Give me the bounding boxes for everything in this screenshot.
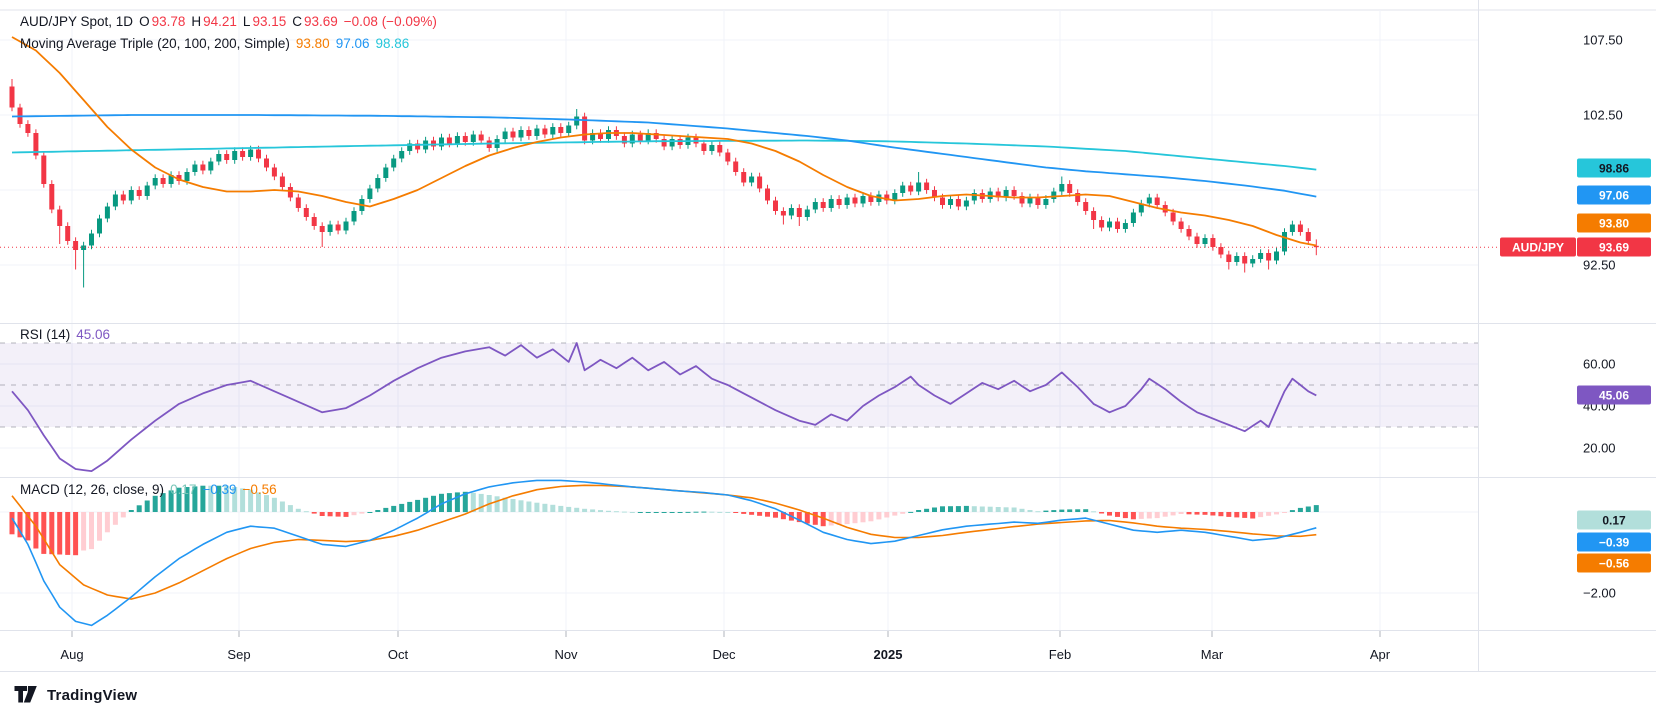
ma200-line xyxy=(11,139,1317,171)
macd-legend-part-1: 0.17 xyxy=(170,482,197,497)
symbol-legend-part-5: L xyxy=(242,14,251,29)
macd-value-badge: −0.39 xyxy=(1577,532,1651,552)
svg-text:93.69: 93.69 xyxy=(1599,241,1629,255)
svg-text:Apr: Apr xyxy=(1370,647,1391,662)
macd-legend-part-2: −0.39 xyxy=(202,482,237,497)
rsi-legend-part-1: 45.06 xyxy=(76,327,111,342)
svg-text:−2.00: −2.00 xyxy=(1583,586,1616,601)
ma20-line xyxy=(11,36,1317,247)
rsi-band xyxy=(0,342,1478,428)
macd-legend[interactable]: MACD (12, 26, close, 9) 0.17 −0.39 −0.56 xyxy=(20,481,279,499)
ma100-line xyxy=(11,114,1317,198)
symbol-legend-part-3: H xyxy=(191,14,202,29)
svg-text:20.00: 20.00 xyxy=(1583,441,1616,456)
svg-text:107.50: 107.50 xyxy=(1583,33,1623,48)
last-price-badge: AUD/JPY 93.69 xyxy=(1500,237,1651,257)
ma-legend-part-3: 98.86 xyxy=(375,36,410,51)
ma-legend-part-2: 97.06 xyxy=(335,36,370,51)
ma200-price-badge: 98.86 xyxy=(1577,158,1651,178)
rsi-line xyxy=(11,342,1317,473)
macd-hist-badge: 0.17 xyxy=(1577,510,1651,530)
macd-legend-part-3: −0.56 xyxy=(242,482,277,497)
macd-signal-badge: −0.56 xyxy=(1577,553,1651,573)
svg-text:−0.39: −0.39 xyxy=(1599,536,1630,550)
svg-text:92.50: 92.50 xyxy=(1583,258,1616,273)
symbol-legend[interactable]: AUD/JPY Spot, 1D O 93.78 H 94.21 L 93.15 C 93.69… xyxy=(20,13,439,31)
macd-histogram xyxy=(9,485,1319,556)
svg-text:Nov: Nov xyxy=(554,647,578,662)
svg-text:Oct: Oct xyxy=(388,647,409,662)
ma-triple-legend[interactable]: Moving Average Triple (20, 100, 200, Sim… xyxy=(20,35,411,53)
rsi-value-badge: 45.06 xyxy=(1577,385,1651,405)
svg-text:Dec: Dec xyxy=(712,647,736,662)
ma100-price-badge: 97.06 xyxy=(1577,185,1651,205)
grid-lines xyxy=(0,9,1656,630)
svg-text:2025: 2025 xyxy=(874,647,903,662)
macd-line xyxy=(11,479,1317,627)
svg-text:Sep: Sep xyxy=(227,647,250,662)
svg-text:98.86: 98.86 xyxy=(1599,162,1629,176)
symbol-legend-part-6: 93.15 xyxy=(252,14,287,29)
symbol-legend-part-1: O xyxy=(139,14,150,29)
chart-canvas[interactable]: 107.50102.5097.5092.5060.0040.0020.00−2.… xyxy=(0,0,1656,672)
svg-text:Feb: Feb xyxy=(1049,647,1071,662)
symbol-legend-part-9: −0.08 (−0.09%) xyxy=(343,14,437,29)
ma20-price-badge: 93.80 xyxy=(1577,213,1651,233)
svg-text:Aug: Aug xyxy=(60,647,83,662)
symbol-legend-part-2: 93.78 xyxy=(151,14,186,29)
time-axis-labels[interactable]: Aug Sep Oct Nov Dec 2025 Feb Mar Apr xyxy=(60,631,1391,662)
svg-text:AUD/JPY: AUD/JPY xyxy=(1512,241,1564,255)
macd-legend-part-0: MACD (12, 26, close, 9) xyxy=(20,482,165,497)
svg-text:Mar: Mar xyxy=(1201,647,1224,662)
rsi-legend-part-0: RSI (14) xyxy=(20,327,71,342)
tradingview-logo-icon[interactable] xyxy=(14,685,39,705)
svg-text:45.06: 45.06 xyxy=(1599,389,1629,403)
brand-name[interactable]: TradingView xyxy=(47,686,138,704)
symbol-legend-part-0: AUD/JPY Spot, 1D xyxy=(20,14,134,29)
symbol-legend-part-4: 94.21 xyxy=(203,14,237,29)
svg-text:97.06: 97.06 xyxy=(1599,189,1629,203)
svg-text:93.80: 93.80 xyxy=(1599,217,1629,231)
rsi-legend[interactable]: RSI (14) 45.06 xyxy=(20,326,112,344)
svg-text:−0.56: −0.56 xyxy=(1599,557,1630,571)
symbol-legend-part-8: 93.69 xyxy=(303,14,338,29)
ma-legend-part-0: Moving Average Triple (20, 100, 200, Sim… xyxy=(20,36,290,51)
candlestick-series xyxy=(9,79,1319,288)
svg-text:60.00: 60.00 xyxy=(1583,357,1616,372)
svg-text:102.50: 102.50 xyxy=(1583,108,1623,123)
svg-text:0.17: 0.17 xyxy=(1602,514,1626,528)
symbol-legend-part-7: C xyxy=(292,14,302,29)
pane-separators[interactable] xyxy=(0,0,1656,672)
footer: TradingView xyxy=(0,672,1656,718)
ma-legend-part-1: 93.80 xyxy=(295,36,330,51)
